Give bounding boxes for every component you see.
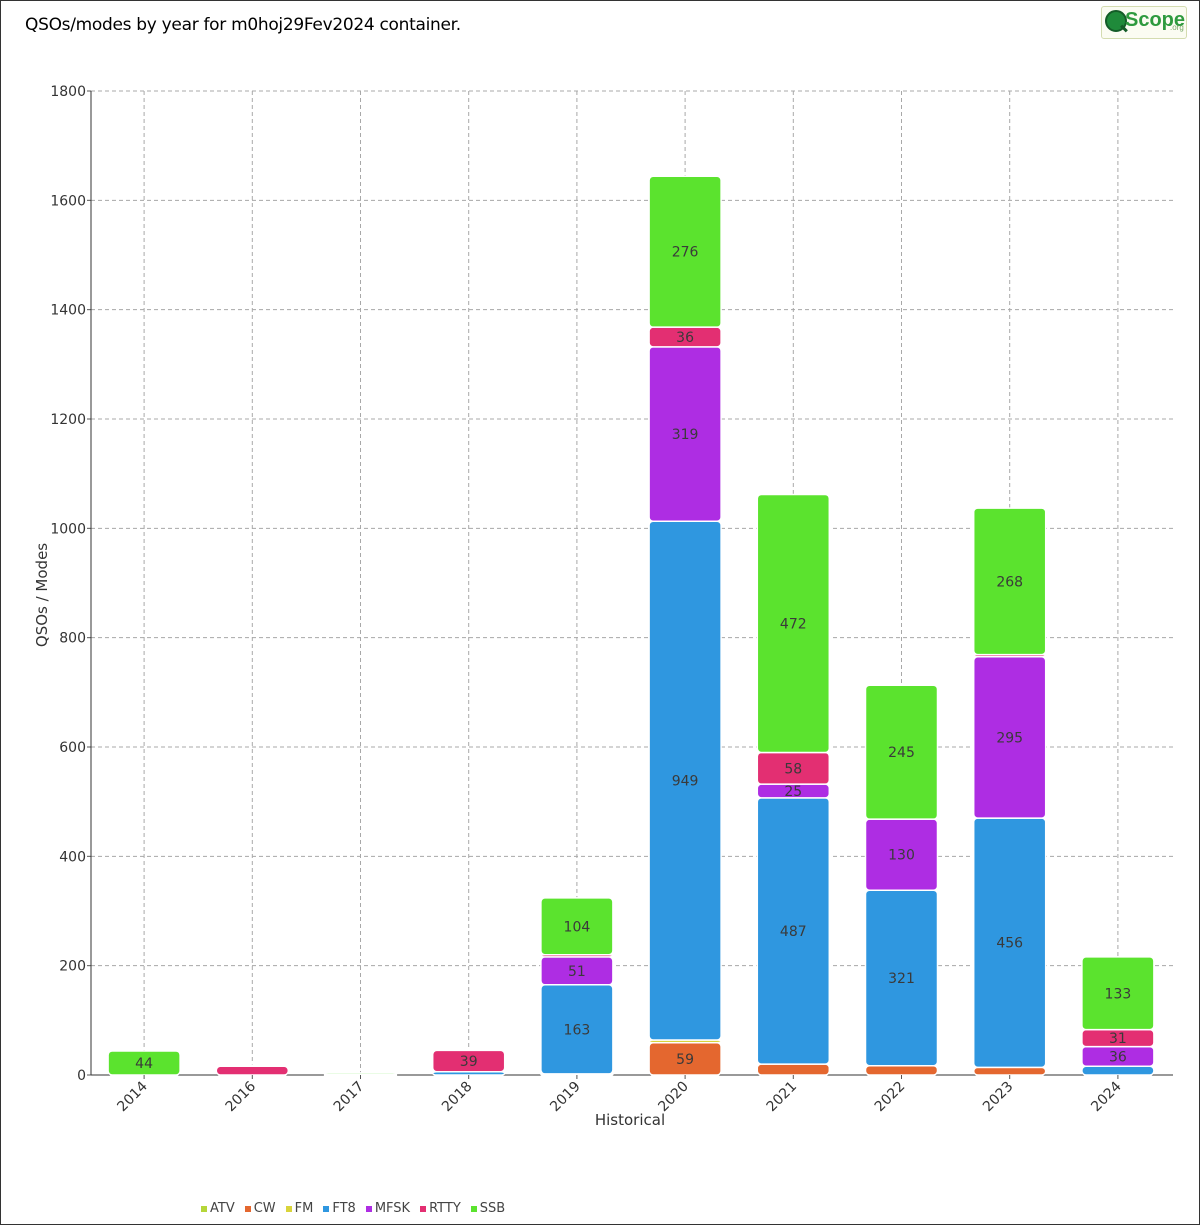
data-label: 321 xyxy=(888,971,915,987)
data-label: 133 xyxy=(1105,986,1132,1002)
data-label: 36 xyxy=(676,330,694,346)
legend-label: MFSK xyxy=(374,1201,411,1216)
data-label: 268 xyxy=(996,574,1023,590)
data-label: 295 xyxy=(996,730,1023,746)
bar-segment xyxy=(864,1064,939,1076)
bar-segment xyxy=(215,1065,290,1076)
legend-label: FT8 xyxy=(332,1201,356,1216)
data-label: 163 xyxy=(564,1022,591,1038)
bar-segment xyxy=(540,897,614,956)
legend-label: SSB xyxy=(479,1201,506,1216)
y-axis-label: QSOs / Modes xyxy=(33,543,51,647)
chart-title: QSOs/modes by year for m0hoj29Fev2024 co… xyxy=(25,15,461,35)
y-tick-label: 1200 xyxy=(50,412,86,428)
y-tick-label: 400 xyxy=(59,849,86,865)
x-tick-label: 2018 xyxy=(439,1079,476,1116)
x-tick-label: 2019 xyxy=(547,1079,584,1116)
legend-item[interactable]: SSB xyxy=(470,1201,506,1216)
x-tick-label: 2022 xyxy=(872,1079,909,1116)
data-label: 31 xyxy=(1109,1031,1127,1047)
bar-segment xyxy=(431,1049,506,1073)
bar-segment xyxy=(972,1066,1047,1076)
legend-swatch xyxy=(470,1205,477,1212)
legend-swatch xyxy=(285,1205,292,1212)
x-tick-label: 2020 xyxy=(655,1079,692,1116)
bar-segment xyxy=(215,1064,290,1068)
data-label: 104 xyxy=(564,919,591,935)
bar-segment xyxy=(864,684,939,820)
legend-swatch xyxy=(323,1205,330,1212)
legend-item[interactable]: MFSK xyxy=(365,1201,411,1216)
data-label: 456 xyxy=(996,936,1023,952)
legend-swatch xyxy=(365,1205,372,1212)
logo-text: Scope xyxy=(1125,9,1186,31)
legend-label: ATV xyxy=(210,1201,235,1216)
data-label: 130 xyxy=(888,848,915,864)
legend-label: CW xyxy=(253,1201,276,1216)
x-tick-label: 2024 xyxy=(1088,1078,1125,1115)
x-tick-label: 2021 xyxy=(764,1079,801,1116)
bar-segment xyxy=(1081,956,1155,1031)
data-label: 58 xyxy=(784,761,802,777)
legend-swatch xyxy=(420,1205,427,1212)
bar-segment xyxy=(756,1063,831,1076)
data-label: 44 xyxy=(135,1056,153,1072)
data-label: 59 xyxy=(676,1052,694,1068)
legend-item[interactable]: CW xyxy=(244,1201,276,1216)
x-tick-label: 2014 xyxy=(114,1078,151,1115)
bar-segment xyxy=(648,175,722,328)
y-tick-label: 800 xyxy=(59,631,86,647)
legend-label: RTTY xyxy=(429,1201,461,1216)
y-tick-label: 600 xyxy=(59,740,86,756)
x-tick-label: 2023 xyxy=(980,1079,1017,1116)
legend-item[interactable]: FT8 xyxy=(323,1201,356,1216)
y-tick-label: 1000 xyxy=(50,521,86,537)
data-label: 245 xyxy=(888,745,915,761)
y-tick-label: 200 xyxy=(59,959,86,975)
x-tick-label: 2016 xyxy=(223,1078,260,1115)
legend-swatch xyxy=(201,1205,207,1212)
data-label: 36 xyxy=(1109,1049,1127,1065)
chart-legend: ATV CW FM FT8 MFSK RTTY SSB xyxy=(201,1201,505,1216)
bar-segment xyxy=(756,493,831,754)
y-tick-label: 0 xyxy=(77,1068,86,1084)
bar-segment xyxy=(972,507,1047,656)
data-label: 25 xyxy=(784,784,802,800)
data-label: 949 xyxy=(672,774,699,790)
data-label: 319 xyxy=(672,427,699,443)
legend-swatch xyxy=(244,1205,251,1212)
y-tick-label: 1600 xyxy=(50,193,86,209)
x-tick-label: 2017 xyxy=(331,1079,368,1116)
x-axis-label: Historical xyxy=(595,1111,665,1129)
qscope-logo[interactable]: Scope .org xyxy=(1101,6,1187,39)
bar-segment xyxy=(323,1072,398,1076)
legend-item[interactable]: FM xyxy=(285,1201,314,1216)
data-label: 51 xyxy=(568,964,586,980)
bar-segment xyxy=(1081,1065,1155,1076)
y-tick-label: 1400 xyxy=(50,303,86,319)
data-label: 276 xyxy=(672,245,699,261)
logo-suffix: .org xyxy=(1170,23,1184,32)
data-label: 39 xyxy=(460,1054,478,1070)
legend-item[interactable]: RTTY xyxy=(420,1201,461,1216)
legend-item[interactable]: ATV xyxy=(201,1201,235,1216)
y-tick-label: 1800 xyxy=(50,84,86,100)
legend-label: FM xyxy=(294,1201,314,1216)
data-label: 487 xyxy=(780,924,807,940)
data-label: 472 xyxy=(780,616,807,632)
